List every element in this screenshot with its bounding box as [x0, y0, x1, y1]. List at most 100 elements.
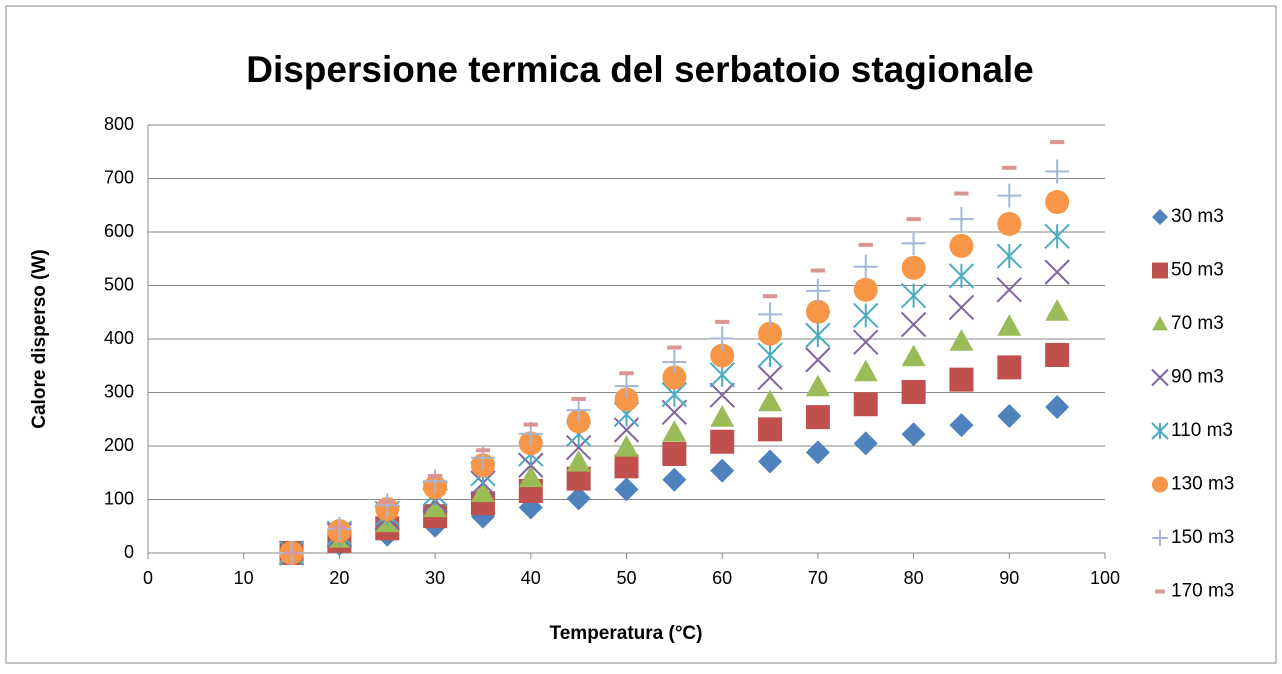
legend-label: 150 m3 [1171, 527, 1234, 548]
point [423, 495, 448, 518]
point [900, 311, 927, 338]
legend-label: 130 m3 [1171, 474, 1234, 495]
point [997, 314, 1022, 336]
point [853, 431, 878, 456]
x-tick-label: 0 [143, 568, 153, 588]
point [758, 449, 783, 474]
y-tick-label: 300 [104, 381, 134, 401]
legend-label: 30 m3 [1171, 206, 1224, 227]
y-tick-label: 600 [104, 221, 134, 241]
point [614, 454, 639, 479]
point [853, 329, 879, 355]
y-tick-label: 400 [104, 328, 134, 348]
x-tick-label: 50 [616, 568, 636, 588]
point [758, 389, 783, 412]
point [758, 417, 783, 442]
x-tick-label: 100 [1090, 568, 1120, 588]
point [1049, 140, 1065, 145]
point [762, 294, 778, 299]
y-tick-label: 0 [124, 542, 134, 562]
legend-marker [1155, 589, 1165, 594]
point [566, 486, 591, 511]
point [1002, 165, 1017, 170]
point [523, 422, 538, 427]
point [997, 355, 1022, 380]
point [709, 382, 735, 408]
point [566, 398, 591, 423]
point [858, 242, 873, 247]
x-tick-label: 80 [904, 568, 924, 588]
point [427, 473, 443, 478]
y-tick-label: 100 [104, 488, 134, 508]
point [423, 469, 448, 494]
point [710, 326, 735, 351]
point [949, 329, 974, 351]
legend-label: 70 m3 [1171, 313, 1224, 334]
x-axis-title: Temperatura (°C) [550, 623, 703, 644]
point [901, 231, 926, 256]
point [710, 405, 735, 427]
y-axis-title: Calore disperso (W) [29, 249, 50, 428]
point [758, 302, 783, 327]
point [470, 480, 495, 503]
point [948, 263, 975, 289]
point [710, 343, 735, 368]
point [710, 429, 735, 454]
point [805, 405, 830, 430]
point [566, 450, 591, 472]
point [614, 387, 639, 412]
point [901, 422, 926, 447]
point [710, 458, 735, 483]
point [949, 233, 974, 258]
point [662, 365, 687, 390]
point [805, 299, 830, 324]
point [662, 467, 687, 492]
point [667, 345, 682, 350]
point [996, 277, 1023, 303]
point [805, 322, 831, 348]
x-tick-label: 40 [521, 568, 541, 588]
point [997, 183, 1022, 208]
point [805, 374, 830, 397]
point [284, 551, 299, 555]
point [901, 255, 926, 280]
point [906, 217, 921, 222]
chart-border [5, 5, 1277, 664]
point [805, 347, 831, 373]
point [949, 367, 974, 392]
point [853, 359, 878, 382]
point [853, 392, 878, 417]
point [997, 211, 1022, 236]
x-tick-label: 60 [712, 568, 732, 588]
x-tick-label: 20 [329, 568, 349, 588]
y-tick-label: 200 [104, 435, 134, 455]
point [332, 525, 347, 530]
x-tick-label: 10 [234, 568, 254, 588]
point [948, 294, 975, 321]
x-tick-label: 90 [999, 568, 1019, 588]
y-tick-label: 800 [104, 114, 134, 134]
legend-marker [1151, 422, 1169, 440]
point [1045, 299, 1070, 321]
legend-marker [1152, 316, 1168, 331]
point [757, 342, 783, 368]
point [614, 435, 639, 457]
point [900, 282, 927, 309]
x-tick-label: 70 [808, 568, 828, 588]
point [614, 374, 639, 399]
point [1045, 159, 1070, 184]
point [901, 379, 926, 404]
point [1045, 190, 1070, 215]
legend-marker [1152, 530, 1168, 546]
point [662, 442, 687, 467]
point [571, 396, 586, 401]
legend-marker [1152, 209, 1168, 225]
y-tick-label: 500 [104, 274, 134, 294]
point [1044, 259, 1070, 285]
point [949, 413, 974, 438]
point [614, 477, 639, 502]
point [715, 319, 730, 324]
point [566, 466, 591, 491]
point [853, 277, 878, 302]
